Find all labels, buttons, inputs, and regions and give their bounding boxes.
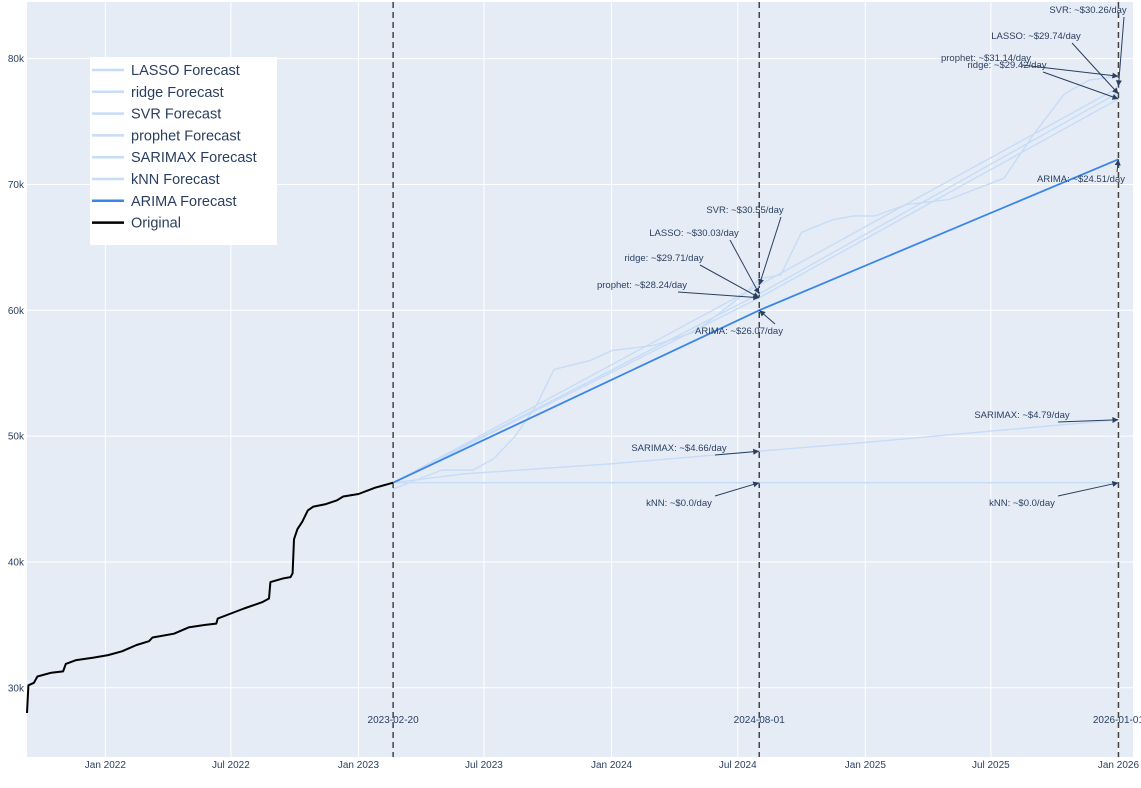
vline-layer: 2023-02-20 2024-08-01 2026-01-01	[368, 2, 1141, 757]
annotation-arrowhead	[753, 448, 760, 455]
vline-label: 2026-01-01	[1093, 715, 1141, 726]
y-tick-label: 40k	[8, 557, 25, 568]
annotation-label: ridge: ~$29.71/day	[625, 253, 704, 264]
series-original	[26, 481, 394, 714]
annotation-arrow	[1057, 482, 1119, 497]
annotation-arrowhead	[1115, 80, 1122, 87]
y-tick-label: 60k	[8, 306, 25, 317]
annotation-label: SARIMAX: ~$4.79/day	[974, 410, 1070, 421]
legend-label-prophet-forecast: prophet Forecast	[131, 128, 241, 144]
annotation-label: LASSO: ~$30.03/day	[649, 228, 739, 239]
x-tick-label: Jan 2025	[845, 760, 887, 771]
annotation-label: prophet: ~$31.14/day	[941, 53, 1031, 64]
y-tick-label: 50k	[8, 432, 25, 443]
legend-label-original: Original	[131, 216, 181, 232]
annotation-arrowhead	[1112, 72, 1119, 79]
annotation-arrow	[714, 482, 760, 497]
annotation-arrow	[1071, 42, 1119, 95]
annotation-arrow	[699, 264, 760, 299]
legend-label-svr-forecast: SVR Forecast	[131, 107, 221, 123]
annotation-arrowhead	[753, 287, 760, 294]
annotation-arrowhead	[759, 310, 766, 317]
annotation-arrowhead	[1112, 87, 1119, 94]
axis-layer: Jan 2022 Jul 2022 Jan 2023 Jul 2023 Jan 2024…	[8, 54, 1140, 771]
legend-label-ridge-forecast: ridge Forecast	[131, 85, 224, 101]
legend-label-arima-forecast: ARIMA Forecast	[131, 194, 237, 210]
series-prophet-forecast	[392, 75, 1119, 490]
x-tick-label: Jul 2025	[972, 760, 1010, 771]
annotation-arrow	[1117, 16, 1125, 87]
x-tick-label: Jul 2024	[719, 760, 757, 771]
x-tick-label: Jan 2022	[85, 760, 127, 771]
legend-label-sarimax-forecast: SARIMAX Forecast	[131, 150, 257, 166]
legend: LASSO Forecast ridge Forecast SVR Forecast…	[90, 57, 277, 245]
annotation-label: ARIMA: ~$24.51/day	[1037, 174, 1125, 185]
annotation-arrow	[1021, 64, 1119, 77]
vline-label: 2023-02-20	[368, 715, 420, 726]
x-tick-label: Jan 2024	[591, 760, 633, 771]
annotation-label: LASSO: ~$29.74/day	[991, 31, 1081, 42]
legend-box	[90, 57, 277, 245]
annotation-arrowhead	[1112, 417, 1119, 423]
annotation-label: kNN: ~$0.0/day	[646, 498, 712, 509]
legend-label-lasso-forecast: LASSO Forecast	[131, 63, 240, 79]
x-tick-label: Jan 2026	[1098, 760, 1140, 771]
y-tick-label: 30k	[8, 683, 25, 694]
annotation-arrow	[677, 291, 760, 299]
annotation-label: SARIMAX: ~$4.66/day	[631, 443, 727, 454]
annotation-layer: SVR: ~$30.55/day LASSO: ~$30.03/day ridge:…	[597, 5, 1127, 509]
annotation-label: kNN: ~$0.0/day	[989, 498, 1055, 509]
annotation-arrowhead	[758, 278, 764, 286]
legend-label-knn-forecast: kNN Forecast	[131, 172, 220, 188]
annotation-label: prophet: ~$28.24/day	[597, 280, 687, 291]
y-tick-label: 70k	[8, 180, 25, 191]
x-tick-label: Jul 2022	[212, 760, 250, 771]
y-tick-label: 80k	[8, 54, 25, 65]
annotation-arrow	[758, 216, 782, 286]
annotation-arrow	[1057, 419, 1119, 423]
annotation-arrowhead	[753, 294, 760, 301]
annotation-label: SVR: ~$30.55/day	[706, 205, 784, 216]
annotation-arrowhead	[1111, 481, 1119, 487]
annotation-arrow	[1042, 71, 1119, 100]
annotation-label: ridge: ~$29.42/day	[968, 60, 1047, 71]
x-tick-label: Jul 2023	[465, 760, 503, 771]
annotation-label: SVR: ~$30.26/day	[1049, 5, 1127, 16]
annotation-arrowhead	[752, 481, 760, 488]
annotation-arrow	[714, 450, 760, 456]
annotation-arrowhead	[1111, 94, 1119, 100]
x-tick-label: Jan 2023	[338, 760, 380, 771]
annotation-arrowhead	[1114, 159, 1121, 166]
annotation-label: ARIMA: ~$26.07/day	[695, 326, 783, 337]
vline-label: 2024-08-01	[734, 715, 786, 726]
annotation-arrow	[729, 239, 760, 295]
